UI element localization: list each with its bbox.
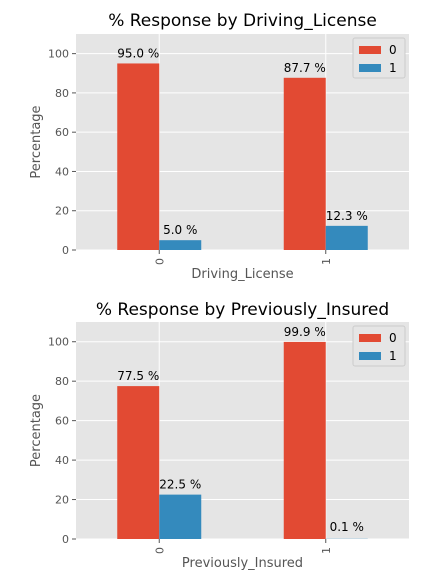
data-label: 99.9 % — [284, 325, 326, 339]
y-tick-label: 40 — [55, 165, 69, 178]
bar-series-0-1 — [284, 78, 326, 250]
legend-label-0: 0 — [389, 43, 397, 57]
y-tick-label: 20 — [55, 494, 69, 507]
y-tick-label: 100 — [48, 336, 69, 349]
data-label: 77.5 % — [117, 369, 159, 383]
y-tick-label: 60 — [55, 415, 69, 428]
y-tick-label: 0 — [62, 244, 69, 257]
legend-label-1: 1 — [389, 349, 397, 363]
legend-label-0: 0 — [389, 331, 397, 345]
bar-series-0-0 — [117, 63, 159, 250]
legend-label-1: 1 — [389, 61, 397, 75]
y-axis-label: Percentage — [29, 105, 44, 178]
y-tick-label: 0 — [62, 533, 69, 546]
x-axis-label: Previously_Insured — [182, 556, 303, 571]
legend-swatch-1 — [359, 64, 381, 72]
legend-swatch-0 — [359, 334, 381, 342]
data-label: 12.3 % — [326, 209, 368, 223]
y-tick-label: 80 — [55, 375, 69, 388]
legend: 01 — [353, 38, 405, 78]
bar-series-0-0 — [117, 386, 159, 539]
x-tick-label: 0 — [153, 547, 166, 554]
data-label: 0.1 % — [330, 520, 364, 534]
chart-title: % Response by Driving_License — [108, 11, 377, 31]
legend-swatch-0 — [359, 46, 381, 54]
y-tick-label: 100 — [48, 48, 69, 61]
data-label: 22.5 % — [159, 478, 201, 492]
data-label: 5.0 % — [163, 223, 197, 237]
legend-swatch-1 — [359, 352, 381, 360]
data-label: 87.7 % — [284, 61, 326, 75]
y-axis-label: Percentage — [29, 394, 44, 467]
bar-series-1-1 — [326, 226, 368, 250]
chart-title: % Response by Previously_Insured — [96, 300, 389, 320]
data-label: 95.0 % — [117, 46, 159, 60]
legend: 01 — [353, 326, 405, 366]
bar-series-1-0 — [159, 240, 201, 250]
y-tick-label: 20 — [55, 205, 69, 218]
y-tick-label: 80 — [55, 87, 69, 100]
x-tick-label: 1 — [320, 547, 333, 554]
y-tick-label: 60 — [55, 126, 69, 139]
x-tick-label: 1 — [320, 258, 333, 265]
bar-series-1-0 — [159, 495, 201, 539]
x-tick-label: 0 — [153, 258, 166, 265]
bar-series-0-1 — [284, 342, 326, 539]
y-tick-label: 40 — [55, 454, 69, 467]
x-axis-label: Driving_License — [191, 267, 293, 282]
